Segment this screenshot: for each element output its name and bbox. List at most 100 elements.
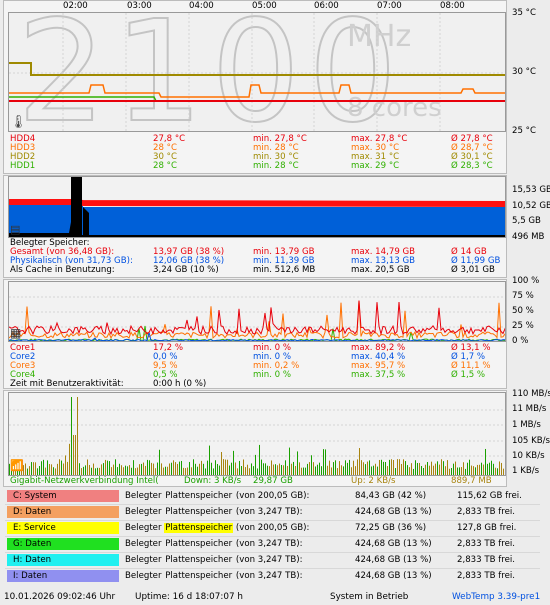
net-bar — [13, 459, 14, 475]
net-bar — [57, 463, 58, 475]
mem-axis-label: 15,53 GB — [512, 185, 550, 195]
net-bar — [421, 466, 422, 475]
net-bar — [181, 460, 182, 475]
status-state: System in Betrieb — [330, 592, 409, 602]
sensor-min: min. 27,8 °C — [253, 134, 307, 144]
net-bar — [347, 462, 348, 475]
user-activity-row: Zeit mit Benutzeraktivität: 0:00 h (0 %) — [10, 379, 505, 390]
net-bar — [331, 467, 332, 475]
net-bar — [279, 463, 280, 475]
net-bar — [363, 462, 364, 475]
net-bar — [379, 459, 380, 475]
cpu-graph: ▦ — [8, 281, 506, 342]
drive-free: 2,833 TB frei. — [457, 555, 515, 565]
net-bar — [307, 463, 308, 475]
mem-axis-label: 10,52 GB — [512, 201, 550, 211]
net-bar — [85, 465, 86, 475]
drive-caption-prefix: Belegter — [125, 507, 165, 517]
memory-area — [9, 177, 505, 237]
net-bar — [121, 465, 122, 475]
net-bar — [395, 468, 396, 475]
net-bar — [257, 468, 258, 475]
drive-caption: Belegter Plattenspeicher (von 200,05 GB)… — [125, 489, 309, 503]
drive-label[interactable]: D: Daten — [7, 506, 119, 518]
drive-label[interactable]: H: Daten — [7, 554, 119, 566]
net-bar — [259, 444, 260, 475]
net-bar — [187, 467, 188, 475]
net-bar — [103, 463, 104, 475]
network-down: Down: 3 KB/s — [184, 476, 242, 486]
drive-label[interactable]: G: Daten — [7, 538, 119, 550]
net-bar — [37, 468, 38, 475]
net-bar — [391, 459, 392, 475]
net-bar — [275, 464, 276, 475]
net-bar — [165, 466, 166, 475]
net-bar — [215, 460, 216, 475]
net-bar — [371, 466, 372, 475]
net-bar — [249, 468, 250, 475]
net-bar — [299, 462, 300, 475]
net-bar — [313, 462, 314, 475]
core-min: min. 0 % — [253, 352, 292, 362]
net-bar — [167, 466, 168, 475]
net-bar — [355, 466, 356, 475]
sensor-avg: Ø 27,8 °C — [451, 134, 493, 144]
net-bar — [349, 459, 350, 475]
net-bar — [201, 460, 202, 475]
memory-title-text: Belegter Speicher: — [10, 238, 90, 248]
mem-min: min. 13,79 GB — [253, 247, 315, 257]
app-version-link[interactable]: WebTemp 3.39-pre1 — [452, 592, 541, 602]
drive-row-h: H: Daten Belegter Plattenspeicher (von 3… — [5, 553, 540, 567]
core3-row: Core3 9,5 % min. 0,2 % max. 95,7 % Ø 11,… — [10, 361, 505, 372]
drive-caption: Belegter Plattenspeicher (von 3,247 TB): — [125, 553, 303, 567]
net-bar — [237, 468, 238, 475]
net-bar — [367, 461, 368, 475]
net-bar — [223, 459, 224, 475]
drive-caption-suffix: (von 200,05 GB): — [233, 523, 310, 533]
net-bar — [297, 451, 298, 475]
net-bar — [339, 461, 340, 475]
cpu-axis-label: 0 % — [512, 336, 529, 346]
thermometer-icon: 🌡 — [10, 115, 27, 130]
network-up-total: 889,7 MB — [451, 476, 492, 486]
net-bar — [265, 463, 266, 475]
time-label: 05:00 — [252, 1, 277, 11]
net-bar — [91, 467, 92, 475]
net-bar — [93, 463, 94, 475]
net-bar — [337, 468, 338, 475]
net-bar — [341, 465, 342, 475]
drive-free: 127,8 GB frei. — [457, 523, 517, 533]
sensor-avg: Ø 30,1 °C — [451, 152, 493, 162]
temperature-graph: 2100 MHz 8 cores 🌡 — [8, 12, 506, 132]
sensor-current: 30 °C — [153, 152, 177, 162]
drive-row-e: E: Service Belegter Plattenspeicher (von… — [5, 521, 540, 535]
net-bar — [445, 466, 446, 475]
drive-caption-suffix: (von 3,247 TB): — [233, 539, 303, 549]
drive-label[interactable]: I: Daten — [7, 570, 119, 582]
net-bar — [163, 467, 164, 475]
mem-axis-label: 496 MB — [512, 232, 545, 242]
net-bar — [125, 465, 126, 475]
net-bar — [33, 462, 34, 475]
net-bar — [429, 465, 430, 475]
drive-label[interactable]: E: Service — [7, 522, 119, 534]
net-bar — [77, 397, 78, 475]
net-bar — [155, 468, 156, 475]
core-name: Core4 — [10, 370, 36, 380]
net-bar — [479, 464, 480, 475]
core-min: min. 0 % — [253, 343, 292, 353]
mem-avg: Ø 3,01 GB — [451, 265, 495, 275]
net-bar — [241, 466, 242, 475]
net-bar — [287, 465, 288, 475]
drive-label[interactable]: C: System — [7, 490, 119, 502]
core-current: 17,2 % — [153, 343, 184, 353]
net-bar — [459, 467, 460, 475]
core-avg: Ø 1,7 % — [451, 352, 486, 362]
net-bar — [49, 464, 50, 475]
status-datetime: 10.01.2026 09:02:46 Uhr — [4, 592, 116, 602]
net-bar — [99, 467, 100, 475]
net-bar — [97, 467, 98, 475]
mem-current: 13,97 GB (38 %) — [153, 247, 225, 257]
net-bar — [295, 465, 296, 475]
net-bar — [471, 465, 472, 475]
